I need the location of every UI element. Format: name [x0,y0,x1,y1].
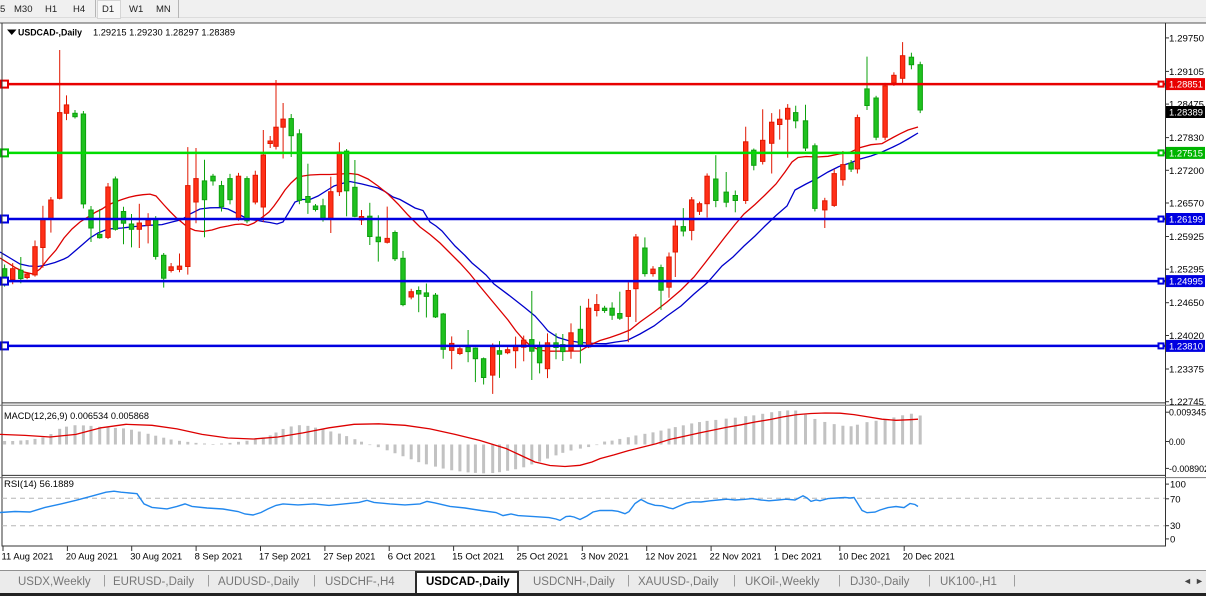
svg-text:1.24020: 1.24020 [1169,331,1204,342]
svg-text:1.28389: 1.28389 [1169,108,1203,119]
svg-text:1.28851: 1.28851 [1169,80,1203,91]
svg-text:1.23375: 1.23375 [1169,365,1204,376]
svg-text:-0.008902: -0.008902 [1169,464,1206,475]
svg-text:22 Nov 2021: 22 Nov 2021 [710,552,762,563]
svg-text:30: 30 [1170,521,1181,532]
svg-text:25 Oct 2021: 25 Oct 2021 [517,552,569,563]
svg-text:1.27830: 1.27830 [1169,133,1204,144]
svg-text:1.28475: 1.28475 [1169,100,1204,111]
svg-text:3 Nov 2021: 3 Nov 2021 [581,552,629,563]
svg-text:RSI(14) 56.1889: RSI(14) 56.1889 [4,479,74,490]
svg-text:1.23810: 1.23810 [1169,341,1203,352]
svg-text:1 Dec 2021: 1 Dec 2021 [774,552,822,563]
svg-text:0.00: 0.00 [1169,437,1185,448]
svg-text:20 Dec 2021: 20 Dec 2021 [903,552,955,563]
svg-text:8 Sep 2021: 8 Sep 2021 [195,552,243,563]
svg-text:30 Aug 2021: 30 Aug 2021 [130,552,182,563]
svg-text:1.26199: 1.26199 [1169,215,1203,226]
svg-text:1.29215 1.29230 1.28297 1.2838: 1.29215 1.29230 1.28297 1.28389 [93,28,235,39]
svg-text:MACD(12,26,9) 0.006534 0.00586: MACD(12,26,9) 0.006534 0.005868 [4,411,149,422]
svg-text:70: 70 [1170,494,1181,505]
svg-text:15 Oct 2021: 15 Oct 2021 [452,552,504,563]
svg-text:1.29105: 1.29105 [1169,67,1204,78]
svg-text:1.22745: 1.22745 [1169,397,1204,408]
svg-text:0: 0 [1170,534,1175,545]
svg-text:10 Dec 2021: 10 Dec 2021 [838,552,890,563]
svg-text:12 Nov 2021: 12 Nov 2021 [645,552,697,563]
svg-text:1.27515: 1.27515 [1169,148,1203,159]
svg-text:20 Aug 2021: 20 Aug 2021 [66,552,118,563]
svg-text:1.27200: 1.27200 [1169,166,1204,177]
svg-text:11 Aug 2021: 11 Aug 2021 [2,552,54,563]
svg-text:1.24650: 1.24650 [1169,298,1204,309]
svg-text:USDCAD-,Daily: USDCAD-,Daily [18,28,83,39]
svg-text:1.25925: 1.25925 [1169,232,1204,243]
svg-text:6 Oct 2021: 6 Oct 2021 [388,552,436,563]
svg-text:0.009345: 0.009345 [1169,408,1206,419]
svg-text:1.24995: 1.24995 [1169,277,1203,288]
svg-text:27 Sep 2021: 27 Sep 2021 [323,552,375,563]
svg-text:100: 100 [1170,480,1186,491]
svg-text:17 Sep 2021: 17 Sep 2021 [259,552,311,563]
svg-text:1.25295: 1.25295 [1169,265,1204,276]
svg-text:1.26570: 1.26570 [1169,199,1204,210]
svg-text:1.29750: 1.29750 [1169,33,1204,44]
